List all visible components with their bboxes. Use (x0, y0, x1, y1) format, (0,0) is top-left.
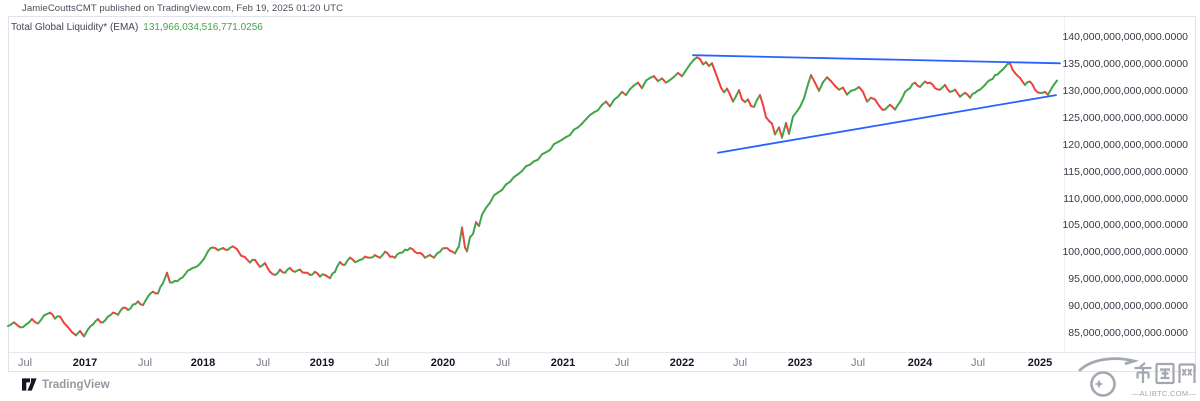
price-axis-label: 140,000,000,000,000.0000 (1062, 30, 1188, 43)
price-axis-label: 120,000,000,000,000.0000 (1062, 138, 1188, 151)
time-axis-year-label: 2024 (907, 357, 933, 369)
price-axis-label: 100,000,000,000,000.0000 (1062, 246, 1188, 259)
price-axis-label: 125,000,000,000,000.0000 (1062, 111, 1188, 124)
time-axis-month-label: Jul (495, 357, 511, 369)
time-axis-year-label: 2023 (787, 357, 813, 369)
watermark (1078, 357, 1196, 397)
time-axis-year-label: 2019 (309, 357, 335, 369)
price-axis-label: 90,000,000,000,000.0000 (1068, 300, 1188, 313)
price-axis-label: 135,000,000,000,000.0000 (1062, 57, 1188, 70)
trendline-upper-resistance[interactable] (692, 54, 1061, 65)
time-axis-month-label: Jul (732, 357, 748, 369)
time-axis-month-label: Jul (255, 357, 271, 369)
time-axis-year-label: 2021 (550, 357, 576, 369)
coin-logo-icon (1078, 357, 1140, 397)
time-axis-year-label: 2017 (72, 357, 98, 369)
tradingview-logo-icon (22, 378, 37, 391)
time-axis-month-label: Jul (850, 357, 866, 369)
publish-byline: JamieCouttsCMT published on TradingView.… (22, 3, 344, 14)
price-axis-label: 115,000,000,000,000.0000 (1063, 165, 1188, 178)
liquidity-line (7, 56, 1058, 338)
price-scale-separator (1064, 17, 1065, 352)
time-axis-month-label: Jul (17, 357, 33, 369)
watermark-site-url: —ALIBTC.COM— (1131, 389, 1197, 398)
time-axis-month-label: Jul (970, 357, 986, 369)
time-axis-month-label: Jul (614, 357, 630, 369)
legend[interactable]: Total Global Liquidity* (EMA) 131,966,034… (11, 22, 263, 33)
time-axis-year-label: 2018 (190, 357, 216, 369)
site-name-glyphs (1134, 362, 1196, 385)
price-axis-label: 105,000,000,000,000.0000 (1062, 219, 1188, 232)
tradingview-wordmark: TradingView (42, 378, 110, 391)
price-axis-label: 110,000,000,000,000.0000 (1063, 192, 1188, 205)
time-axis-year-label: 2025 (1027, 357, 1053, 369)
price-axis-label: 95,000,000,000,000.0000 (1068, 273, 1188, 286)
trendline-lower-support[interactable] (717, 94, 1057, 154)
tradingview-attribution[interactable]: TradingView (22, 378, 110, 391)
legend-value: 131,966,034,516,771.0256 (143, 22, 263, 33)
price-axis-label: 130,000,000,000,000.0000 (1062, 84, 1188, 97)
time-axis-month-label: Jul (137, 357, 153, 369)
time-axis-month-label: Jul (374, 357, 390, 369)
time-axis-year-label: 2020 (430, 357, 456, 369)
time-axis-year-label: 2022 (669, 357, 695, 369)
time-scale-separator (9, 352, 1195, 353)
price-axis-label: 85,000,000,000,000.0000 (1068, 327, 1188, 340)
legend-title: Total Global Liquidity* (EMA) (11, 22, 139, 33)
trendlines[interactable] (692, 54, 1061, 154)
